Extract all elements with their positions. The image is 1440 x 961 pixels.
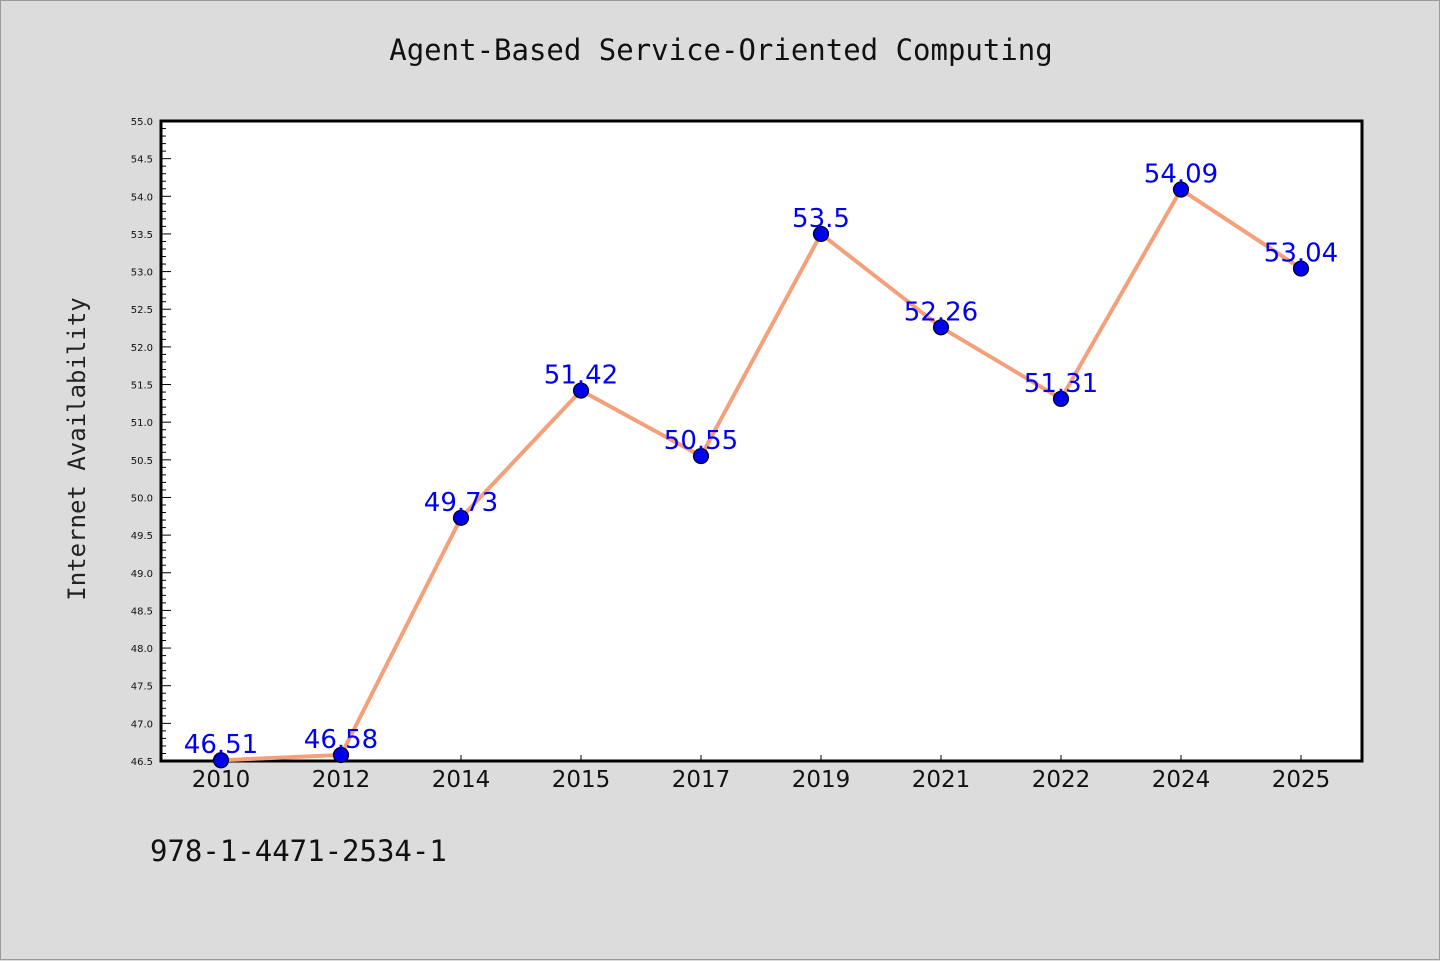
data-point (572, 382, 590, 399)
y-tick-label: 49.0 (131, 569, 153, 580)
data-point (1172, 181, 1190, 198)
data-label: 51.42 (544, 361, 618, 391)
y-tick-label: 53.5 (131, 230, 153, 241)
x-tick-label: 2017 (672, 767, 731, 793)
y-tick-label: 46.5 (131, 757, 153, 768)
y-tick-label: 52.5 (131, 305, 153, 316)
data-label: 46.51 (184, 730, 258, 760)
chart-title: Agent-Based Service-Oriented Computing (389, 33, 1053, 67)
y-tick-label: 53.0 (131, 268, 153, 279)
y-tick-label: 54.5 (131, 155, 153, 166)
x-tick-label: 2012 (312, 767, 371, 793)
y-tick-label: 51.5 (131, 381, 153, 392)
x-tick-label: 2014 (432, 767, 491, 793)
data-point (932, 319, 950, 336)
y-tick-label: 51.0 (131, 418, 153, 429)
data-label: 49.73 (424, 488, 498, 518)
x-tick-label: 2015 (552, 767, 611, 793)
data-label: 52.26 (904, 297, 978, 327)
footer-identifier: 978-1-4471-2534-1 (150, 834, 447, 868)
x-tick-label: 2010 (192, 767, 251, 793)
data-point (212, 752, 230, 769)
y-tick-label: 49.5 (131, 531, 153, 542)
data-point (452, 509, 470, 526)
data-label: 53.04 (1264, 239, 1338, 269)
x-tick-label: 2025 (1272, 767, 1331, 793)
y-tick-label: 50.5 (131, 456, 153, 467)
plot-area (159, 119, 1364, 763)
x-tick-label: 2024 (1152, 767, 1211, 793)
y-tick-label: 54.0 (131, 192, 153, 203)
series-line (220, 187, 1303, 763)
x-tick-label: 2022 (1032, 767, 1091, 793)
data-label: 46.58 (304, 725, 378, 755)
data-point (812, 225, 830, 243)
y-tick-label: 48.5 (131, 606, 153, 617)
series-layer: 46.51 46.58 49.73 51.42 50.55 53.5 52.26 51.31 5… (184, 160, 1338, 769)
x-tick-label: 2019 (792, 767, 851, 793)
x-tick-label: 2021 (912, 767, 971, 793)
data-label: 54.09 (1144, 160, 1218, 190)
y-tick-label: 50.0 (131, 493, 153, 504)
data-point (692, 447, 710, 465)
data-point (332, 746, 350, 764)
data-point (1052, 390, 1070, 407)
data-point (1292, 260, 1310, 277)
y-tick-label: 47.5 (131, 682, 153, 693)
y-tick-label: 47.0 (131, 719, 153, 730)
axes: 46.5 47.0 47.5 48.0 48.5 49.0 49.5 50.0 50.5 51.0… (131, 117, 1364, 793)
y-tick-label: 48.0 (131, 644, 153, 655)
data-label: 50.55 (664, 426, 738, 456)
y-tick-label: 55.0 (131, 117, 153, 128)
data-label: 51.31 (1024, 369, 1098, 399)
y-tick-label: 52.0 (131, 343, 153, 354)
data-label: 53.5 (792, 204, 850, 234)
